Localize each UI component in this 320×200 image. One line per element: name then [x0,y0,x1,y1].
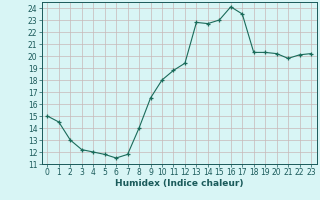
X-axis label: Humidex (Indice chaleur): Humidex (Indice chaleur) [115,179,244,188]
